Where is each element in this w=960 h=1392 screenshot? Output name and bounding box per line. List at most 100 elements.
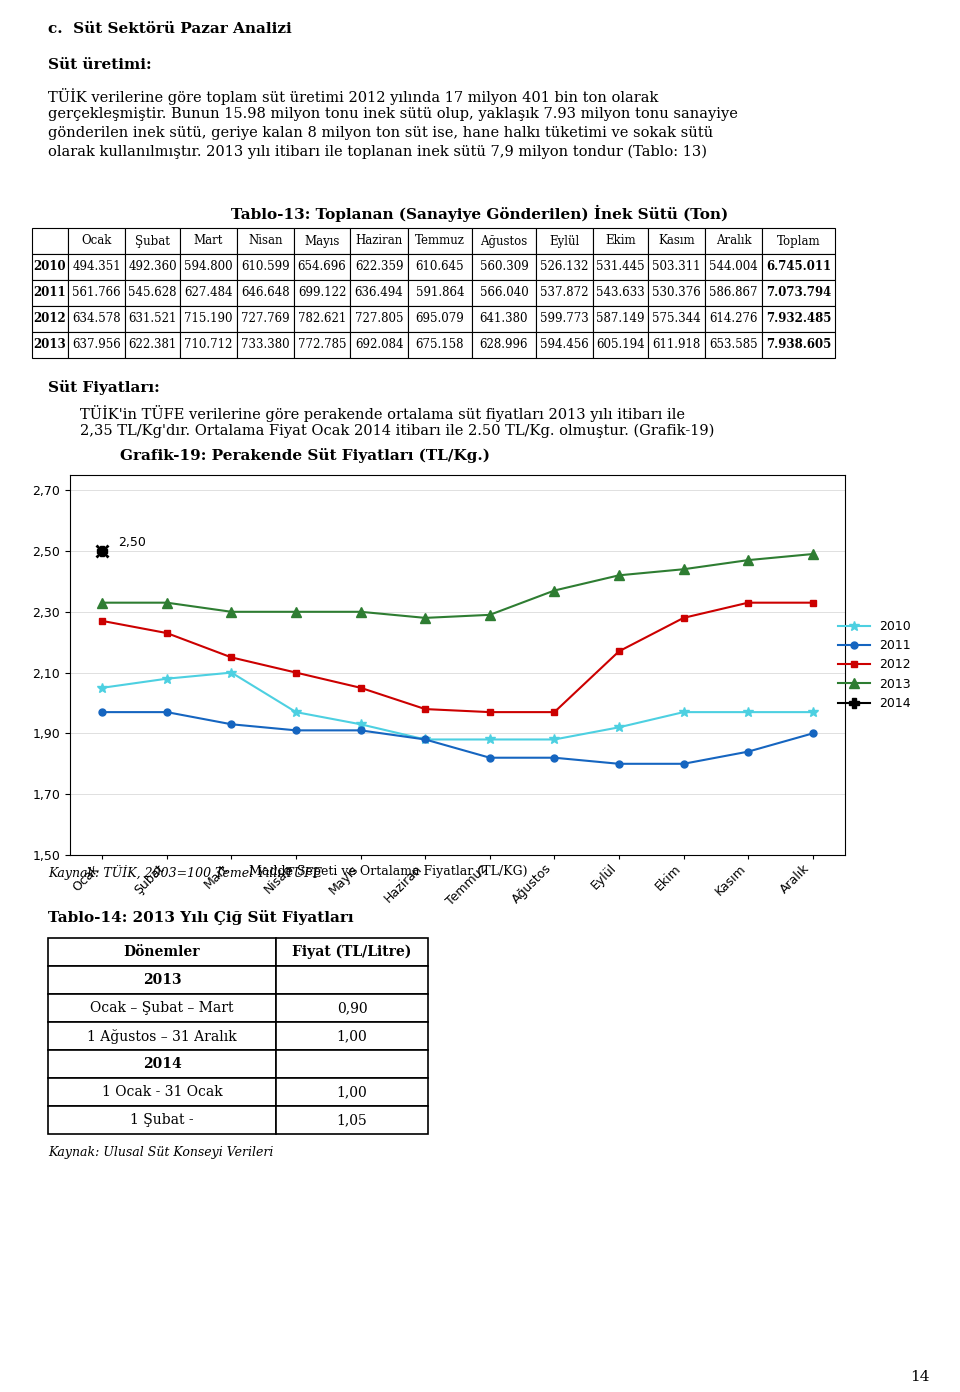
- Text: 1,00: 1,00: [337, 1084, 368, 1100]
- Bar: [68, 280, 125, 306]
- Bar: [125, 228, 180, 253]
- Bar: [648, 333, 705, 358]
- Text: Fiyat (TL/Litre): Fiyat (TL/Litre): [292, 945, 412, 959]
- 2012: [226, 649, 237, 665]
- 2012: [613, 643, 625, 660]
- 2011: [420, 731, 431, 748]
- Text: 544.004: 544.004: [709, 260, 757, 273]
- 2010: [742, 704, 754, 721]
- Text: 594.800: 594.800: [184, 260, 233, 273]
- Bar: [593, 253, 648, 280]
- Text: Eylül: Eylül: [549, 234, 580, 248]
- Bar: [536, 253, 593, 280]
- Bar: [237, 306, 294, 333]
- Text: Tablo-14: 2013 Yılı Çiğ Süt Fiyatları: Tablo-14: 2013 Yılı Çiğ Süt Fiyatları: [48, 910, 353, 926]
- Bar: [593, 306, 648, 333]
- Bar: [350, 306, 408, 333]
- Text: 566.040: 566.040: [480, 287, 528, 299]
- Text: 727.805: 727.805: [355, 312, 403, 326]
- Bar: [68, 333, 125, 358]
- Bar: [276, 994, 428, 1022]
- Text: 631.521: 631.521: [129, 312, 177, 326]
- 2010: [97, 679, 108, 696]
- Bar: [472, 306, 536, 333]
- Text: 636.494: 636.494: [354, 287, 403, 299]
- Bar: [762, 228, 835, 253]
- Text: Kaynak: Ulusal Süt Konseyi Verileri: Kaynak: Ulusal Süt Konseyi Verileri: [48, 1146, 274, 1160]
- Bar: [350, 253, 408, 280]
- 2013: [290, 604, 301, 621]
- Text: Dönemler: Dönemler: [124, 945, 201, 959]
- Text: 594.456: 594.456: [540, 338, 588, 352]
- Bar: [68, 228, 125, 253]
- Bar: [536, 306, 593, 333]
- Text: 503.311: 503.311: [652, 260, 701, 273]
- Bar: [648, 306, 705, 333]
- Bar: [125, 306, 180, 333]
- Bar: [294, 280, 350, 306]
- Bar: [350, 333, 408, 358]
- Bar: [48, 994, 276, 1022]
- Text: 622.381: 622.381: [129, 338, 177, 352]
- 2013: [548, 582, 560, 599]
- Text: 692.084: 692.084: [355, 338, 403, 352]
- Bar: [648, 280, 705, 306]
- Bar: [536, 333, 593, 358]
- Bar: [276, 1107, 428, 1134]
- Line: 2010: 2010: [97, 668, 818, 745]
- Text: 622.359: 622.359: [355, 260, 403, 273]
- Text: 7.932.485: 7.932.485: [766, 312, 831, 326]
- Text: Grafik-19: Perakende Süt Fiyatları (TL/Kg.): Grafik-19: Perakende Süt Fiyatları (TL/K…: [120, 448, 490, 464]
- Bar: [472, 228, 536, 253]
- Text: 530.376: 530.376: [652, 287, 701, 299]
- Bar: [472, 333, 536, 358]
- 2011: [678, 756, 689, 773]
- Text: 1,05: 1,05: [337, 1114, 368, 1128]
- Text: Mayıs: Mayıs: [304, 234, 340, 248]
- Text: 653.585: 653.585: [709, 338, 757, 352]
- Text: 695.079: 695.079: [416, 312, 465, 326]
- Text: 675.158: 675.158: [416, 338, 465, 352]
- 2012: [97, 612, 108, 629]
- Text: TÜİK verilerine göre toplam süt üretimi 2012 yılında 17 milyon 401 bin ton olara: TÜİK verilerine göre toplam süt üretimi …: [48, 88, 659, 104]
- 2012: [807, 594, 819, 611]
- 2013: [742, 551, 754, 568]
- Bar: [705, 280, 762, 306]
- Text: Ocak – Şubat – Mart: Ocak – Şubat – Mart: [90, 1001, 233, 1015]
- 2010: [420, 731, 431, 748]
- Text: 710.712: 710.712: [184, 338, 232, 352]
- Text: 2013: 2013: [143, 973, 181, 987]
- 2011: [548, 749, 560, 766]
- Text: 727.769: 727.769: [241, 312, 290, 326]
- Bar: [276, 966, 428, 994]
- Text: 0,90: 0,90: [337, 1001, 368, 1015]
- Bar: [180, 280, 237, 306]
- 2010: [290, 704, 301, 721]
- 2011: [226, 715, 237, 732]
- Bar: [408, 306, 472, 333]
- Text: Kaynak: TÜİK, 2003=100 Temel Yıllı TÜFE: Kaynak: TÜİK, 2003=100 Temel Yıllı TÜFE: [48, 864, 322, 880]
- Text: Toplam: Toplam: [777, 234, 820, 248]
- Text: 2010: 2010: [34, 260, 66, 273]
- Bar: [68, 306, 125, 333]
- Bar: [762, 280, 835, 306]
- Bar: [180, 306, 237, 333]
- 2010: [613, 720, 625, 736]
- Bar: [180, 228, 237, 253]
- Text: olarak kullanılmıştır. 2013 yılı itibarı ile toplanan inek sütü 7,9 milyon tondu: olarak kullanılmıştır. 2013 yılı itibarı…: [48, 145, 707, 160]
- Bar: [536, 280, 593, 306]
- Text: 599.773: 599.773: [540, 312, 588, 326]
- Text: Nisan: Nisan: [249, 234, 283, 248]
- Bar: [350, 280, 408, 306]
- Text: 1 Şubat -: 1 Şubat -: [131, 1114, 194, 1128]
- 2010: [226, 664, 237, 681]
- 2011: [290, 722, 301, 739]
- Bar: [705, 333, 762, 358]
- Bar: [705, 306, 762, 333]
- Text: 628.996: 628.996: [480, 338, 528, 352]
- Text: 634.578: 634.578: [72, 312, 121, 326]
- Text: 627.484: 627.484: [184, 287, 232, 299]
- Text: 782.621: 782.621: [298, 312, 347, 326]
- Text: Mart: Mart: [194, 234, 223, 248]
- Bar: [32, 253, 68, 280]
